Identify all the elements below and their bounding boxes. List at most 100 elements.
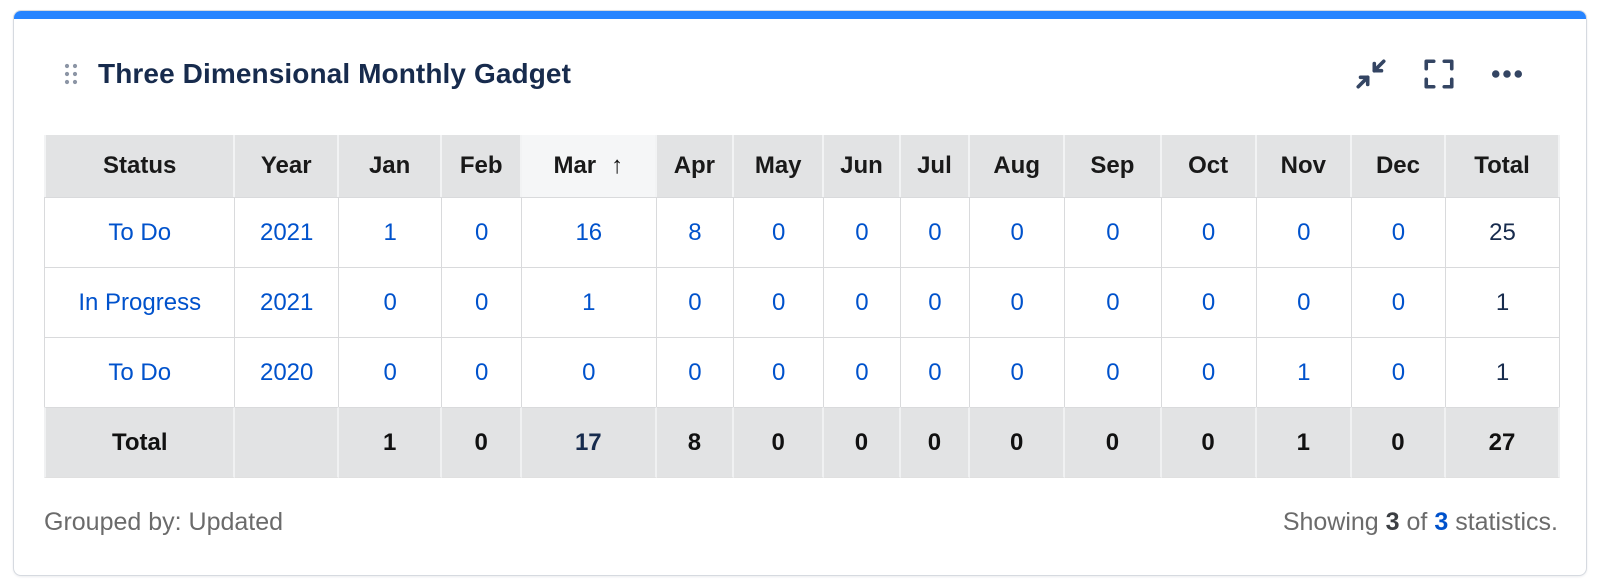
showing-count: 3 [1385, 508, 1400, 536]
month-value-link[interactable]: 0 [824, 337, 901, 407]
month-value-link[interactable]: 0 [1351, 197, 1447, 267]
statistics-table-container: Status Year Jan Feb Mar ↑ Apr May Jun Jul Aug Sep Oc… [44, 135, 1560, 478]
column-header-nov[interactable]: Nov [1256, 135, 1352, 197]
month-value-link[interactable]: 0 [442, 337, 523, 407]
column-header-apr[interactable]: Apr [656, 135, 735, 197]
column-header-dec[interactable]: Dec [1351, 135, 1447, 197]
column-header-label: Mar [553, 152, 597, 179]
column-header-may[interactable]: May [734, 135, 825, 197]
month-value-link[interactable]: 0 [824, 197, 901, 267]
month-value-link[interactable]: 0 [1256, 267, 1352, 337]
totals-month-value: 0 [442, 407, 523, 478]
column-header-year[interactable]: Year [235, 135, 339, 197]
totals-month-value: 1 [1256, 407, 1352, 478]
month-value-link[interactable]: 0 [522, 337, 657, 407]
gadget-title: Three Dimensional Monthly Gadget [98, 58, 572, 89]
month-value-link[interactable]: 0 [1161, 197, 1257, 267]
totals-month-value: 0 [900, 407, 971, 478]
month-value-link[interactable]: 0 [1351, 267, 1447, 337]
row-total-value: 1 [1446, 337, 1560, 407]
statistics-table: Status Year Jan Feb Mar ↑ Apr May Jun Jul Aug Sep Oc… [44, 135, 1560, 478]
month-value-link[interactable]: 0 [1351, 337, 1447, 407]
totals-month-value: 17 [522, 407, 657, 478]
month-value-link[interactable]: 0 [1065, 197, 1162, 267]
month-value-link[interactable]: 0 [1161, 337, 1257, 407]
month-value-link[interactable]: 0 [338, 267, 443, 337]
status-link[interactable]: To Do [44, 197, 236, 267]
status-link[interactable]: To Do [44, 337, 236, 407]
month-value-link[interactable]: 0 [1256, 197, 1352, 267]
month-value-link[interactable]: 0 [970, 197, 1066, 267]
totals-year-empty [235, 407, 339, 478]
year-link[interactable]: 2021 [235, 267, 339, 337]
month-value-link[interactable]: 0 [734, 337, 825, 407]
column-header-aug[interactable]: Aug [970, 135, 1066, 197]
column-header-feb[interactable]: Feb [442, 135, 523, 197]
stat-row: In Progress 2021 0 0 1 0 0 0 0 0 0 0 0 0 1 [44, 267, 1560, 337]
sort-ascending-icon: ↑ [611, 152, 624, 179]
column-header-sep[interactable]: Sep [1065, 135, 1162, 197]
month-value-link[interactable]: 0 [824, 267, 901, 337]
maximize-button[interactable] [1420, 55, 1458, 93]
year-link[interactable]: 2021 [235, 197, 339, 267]
stat-row: To Do 2021 1 0 16 8 0 0 0 0 0 0 0 0 25 [44, 197, 1560, 267]
totals-label: Total [44, 407, 236, 478]
month-value-link[interactable]: 0 [970, 337, 1066, 407]
grouped-by-label: Grouped by: Updated [44, 508, 284, 536]
gadget-actions [1352, 55, 1526, 93]
column-header-status[interactable]: Status [44, 135, 236, 197]
showing-statistics-text: Showing 3 of 3 statistics. [1283, 508, 1558, 537]
gadget-footer: Grouped by: Updated Showing 3 of 3 stati… [14, 478, 1586, 537]
totals-month-value: 1 [338, 407, 443, 478]
month-value-link[interactable]: 8 [656, 197, 735, 267]
of-word: of [1406, 508, 1428, 536]
gadget-header: Three Dimensional Monthly Gadget [14, 19, 1586, 93]
month-value-link[interactable]: 0 [1161, 267, 1257, 337]
statistics-suffix: statistics. [1455, 508, 1558, 536]
totals-month-value: 0 [970, 407, 1066, 478]
column-header-mar[interactable]: Mar ↑ [522, 135, 657, 197]
more-options-button[interactable] [1488, 55, 1526, 93]
month-value-link[interactable]: 0 [442, 267, 523, 337]
stat-row: To Do 2020 0 0 0 0 0 0 0 0 0 0 1 0 1 [44, 337, 1560, 407]
totals-month-value: 0 [824, 407, 901, 478]
column-header-oct[interactable]: Oct [1161, 135, 1257, 197]
column-header-jul[interactable]: Jul [900, 135, 971, 197]
minimize-button[interactable] [1352, 55, 1390, 93]
month-value-link[interactable]: 1 [1256, 337, 1352, 407]
totals-month-value: 0 [1161, 407, 1257, 478]
totals-month-value: 0 [734, 407, 825, 478]
gadget-accent-bar [14, 11, 1586, 19]
month-value-link[interactable]: 1 [522, 267, 657, 337]
month-value-link[interactable]: 0 [734, 197, 825, 267]
fullscreen-icon [1424, 59, 1454, 89]
showing-prefix: Showing [1282, 508, 1379, 536]
month-value-link[interactable]: 0 [1065, 337, 1162, 407]
month-value-link[interactable]: 0 [734, 267, 825, 337]
month-value-link[interactable]: 0 [900, 267, 971, 337]
month-value-link[interactable]: 0 [900, 197, 971, 267]
totals-month-value: 0 [1351, 407, 1447, 478]
drag-handle-icon[interactable] [60, 61, 82, 87]
totals-grand-total: 27 [1446, 407, 1560, 478]
month-value-link[interactable]: 0 [442, 197, 523, 267]
ellipsis-icon [1492, 70, 1522, 78]
month-value-link[interactable]: 1 [338, 197, 443, 267]
row-total-value: 25 [1446, 197, 1560, 267]
month-value-link[interactable]: 16 [522, 197, 657, 267]
column-header-jun[interactable]: Jun [824, 135, 901, 197]
totals-month-value: 0 [1065, 407, 1162, 478]
month-value-link[interactable]: 0 [970, 267, 1066, 337]
month-value-link[interactable]: 0 [900, 337, 971, 407]
month-value-link[interactable]: 0 [656, 267, 735, 337]
month-value-link[interactable]: 0 [1065, 267, 1162, 337]
totals-row: Total 1 0 17 8 0 0 0 0 0 0 1 0 27 [44, 407, 1560, 478]
column-header-jan[interactable]: Jan [338, 135, 443, 197]
month-value-link[interactable]: 0 [338, 337, 443, 407]
column-header-total[interactable]: Total [1446, 135, 1560, 197]
month-value-link[interactable]: 0 [656, 337, 735, 407]
total-count-link[interactable]: 3 [1434, 508, 1449, 536]
row-total-value: 1 [1446, 267, 1560, 337]
status-link[interactable]: In Progress [44, 267, 236, 337]
year-link[interactable]: 2020 [235, 337, 339, 407]
